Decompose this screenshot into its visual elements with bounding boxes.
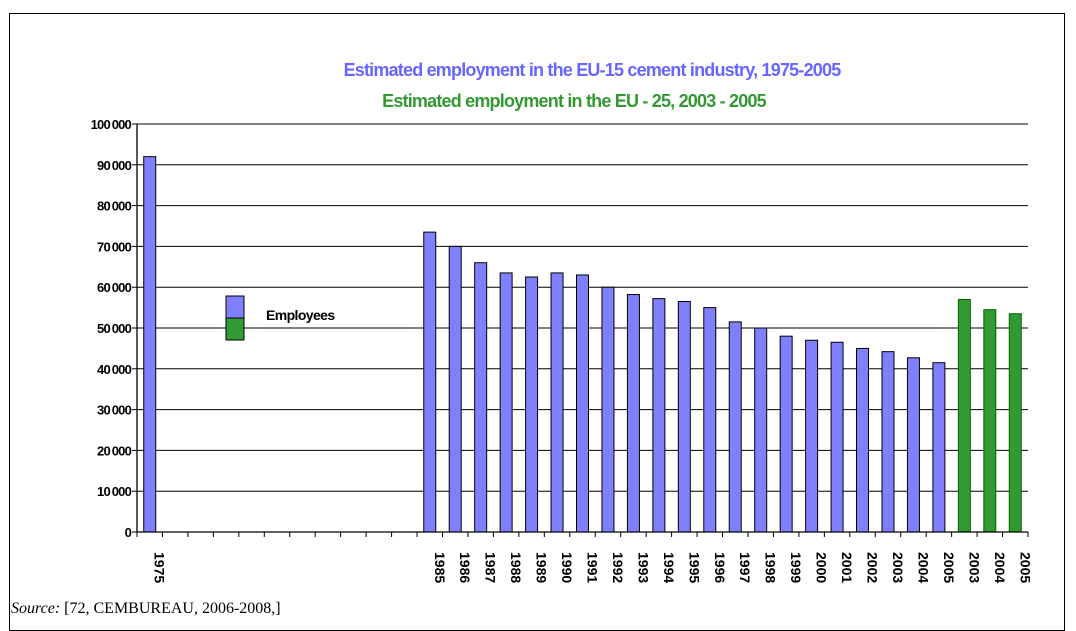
x-tick-label: 1975 bbox=[152, 552, 168, 583]
bars bbox=[143, 156, 1022, 533]
x-tick-label: 1992 bbox=[610, 552, 626, 583]
legend-label: Employees bbox=[266, 307, 335, 323]
y-tick-label: 60 000 bbox=[97, 280, 132, 295]
y-tick-label: 20 000 bbox=[97, 443, 132, 458]
x-tick-label: 2000 bbox=[814, 552, 830, 583]
x-tick-label: 2004 bbox=[915, 552, 931, 583]
bar-eu15-1988 bbox=[499, 272, 513, 533]
source-label: Source: bbox=[11, 600, 61, 617]
x-tick-label: 1986 bbox=[457, 552, 473, 583]
y-tick-label: 30 000 bbox=[97, 403, 132, 418]
y-tick-label: 70 000 bbox=[97, 239, 132, 254]
bar-eu25-2003 bbox=[957, 298, 971, 533]
bar-eu15-1996 bbox=[703, 307, 717, 533]
x-tick-label: 2005 bbox=[941, 552, 957, 583]
y-tick-label: 50 000 bbox=[97, 321, 132, 336]
bar-eu15-2003 bbox=[881, 351, 895, 533]
x-tick-label: 2003 bbox=[966, 552, 982, 583]
chart-title: Estimated employment in the EU-15 cement… bbox=[344, 60, 842, 80]
x-tick-label: 1998 bbox=[763, 552, 779, 583]
x-tick-label: 1994 bbox=[661, 552, 677, 583]
x-tick-label: 1991 bbox=[585, 552, 601, 583]
bar-eu15-1995 bbox=[677, 300, 691, 533]
x-tick-label: 1988 bbox=[508, 552, 524, 583]
bar-eu15-1998 bbox=[754, 327, 768, 533]
x-axis-ticks: 1975 1985 1986 1987 1988 1989 1990 1991 1992 1993… bbox=[136, 532, 1033, 583]
y-tick-label: 100 000 bbox=[91, 117, 132, 132]
bar-eu15-1987 bbox=[474, 262, 488, 533]
bar-eu25-2005 bbox=[1008, 313, 1022, 533]
bar-eu15-2000 bbox=[805, 339, 819, 533]
bar-eu15-2001 bbox=[830, 341, 844, 533]
x-tick-label: 1993 bbox=[635, 552, 651, 583]
x-tick-label: 1990 bbox=[559, 552, 575, 583]
x-tick-label: 2004 bbox=[992, 552, 1008, 583]
bar-eu15-1997 bbox=[728, 321, 742, 533]
y-tick-label: 90 000 bbox=[97, 158, 132, 173]
bar-eu15-1994 bbox=[652, 298, 666, 533]
x-tick-label: 1989 bbox=[534, 552, 550, 583]
x-tick-label: 2003 bbox=[890, 552, 906, 583]
bar-eu15-1991 bbox=[576, 274, 589, 533]
source-note: Source: [72, CEMBUREAU, 2006-2008,] bbox=[11, 600, 281, 618]
x-tick-label: 1997 bbox=[737, 552, 753, 583]
x-tick-label: 1996 bbox=[712, 552, 728, 583]
bar-eu15-1986 bbox=[448, 245, 462, 533]
chart-subtitle: Estimated employment in the EU - 25, 200… bbox=[382, 91, 767, 111]
y-tick-label: 40 000 bbox=[97, 362, 132, 377]
bar-eu15-1985 bbox=[423, 231, 437, 533]
x-tick-label: 1987 bbox=[483, 552, 499, 583]
legend-swatch-eu25 bbox=[225, 317, 245, 341]
bar-eu15-1999 bbox=[779, 335, 793, 533]
bar-eu15-1993 bbox=[626, 294, 640, 533]
bar-eu15-1990 bbox=[550, 272, 564, 533]
x-tick-label: 2002 bbox=[865, 552, 881, 583]
x-tick-label: 1985 bbox=[432, 552, 448, 583]
bar-eu15-1989 bbox=[525, 276, 539, 533]
legend: Employees bbox=[225, 295, 336, 341]
gridlines bbox=[137, 123, 1028, 492]
source-text: [72, CEMBUREAU, 2006-2008,] bbox=[60, 600, 281, 617]
bar-eu15-2005 bbox=[932, 362, 946, 533]
y-tick-label: 0 bbox=[125, 525, 132, 540]
x-tick-label: 2001 bbox=[839, 552, 855, 583]
bar-eu25-2004 bbox=[983, 309, 997, 533]
y-tick-label: 80 000 bbox=[97, 199, 132, 214]
y-axis-ticks: 0 10 000 20 000 30 000 40 000 50 000 60 000 70 … bbox=[91, 117, 137, 540]
x-tick-label: 1995 bbox=[686, 552, 702, 583]
bar-eu15-2002 bbox=[856, 347, 870, 533]
x-tick-label: 1999 bbox=[788, 552, 804, 583]
x-tick-label: 2005 bbox=[1017, 552, 1033, 583]
bar-eu15-1992 bbox=[601, 286, 615, 533]
bar-eu15-1975 bbox=[143, 156, 157, 533]
bar-eu15-2004 bbox=[906, 357, 920, 533]
legend-swatch-eu15 bbox=[225, 295, 245, 319]
y-tick-label: 10 000 bbox=[97, 484, 132, 499]
